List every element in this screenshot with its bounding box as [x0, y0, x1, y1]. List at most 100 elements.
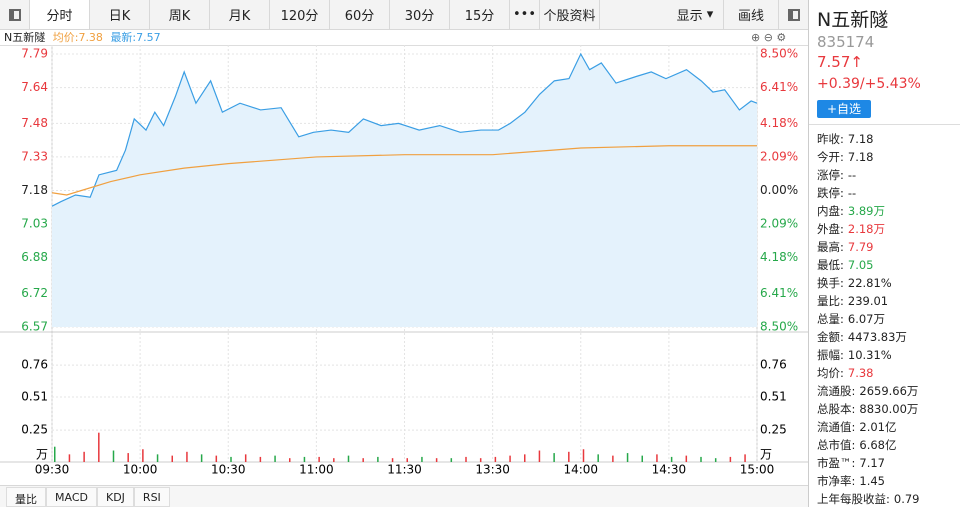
stat-value: 2.18万: [847, 222, 885, 236]
volume-bar: [362, 458, 364, 462]
stat-row: 最低: 7.05: [817, 257, 873, 273]
y-tick-label: 6.72: [21, 286, 48, 300]
stat-label: 市净率:: [817, 474, 856, 488]
stat-row: 内盘: 3.89万: [817, 203, 885, 219]
tab[interactable]: 120分: [270, 0, 330, 29]
volume-bar: [435, 458, 438, 462]
volume-bar: [494, 456, 497, 462]
stock-name: N五新隧: [4, 31, 46, 44]
price-area: [52, 54, 757, 327]
y-tick-label: 7.79: [21, 47, 48, 61]
stat-label: 流通股:: [817, 384, 856, 398]
vol-unit: 万: [36, 448, 48, 462]
stat-label: 量比:: [817, 294, 844, 308]
volume-bar: [127, 453, 129, 462]
stat-row: 最高: 7.79: [817, 239, 873, 255]
volume-bar: [377, 456, 379, 462]
y-tick-label: 7.03: [21, 217, 48, 231]
volume-bar: [509, 455, 511, 462]
volume-bar: [626, 453, 629, 462]
add-watchlist[interactable]: +自选: [817, 100, 871, 118]
volume-bar: [112, 450, 115, 462]
draw-button[interactable]: 画线: [724, 0, 779, 29]
sidebar-toggle[interactable]: [0, 0, 30, 29]
volume-bar: [670, 456, 673, 462]
tab[interactable]: 日K: [90, 0, 150, 29]
indicator-tab[interactable]: MACD: [46, 487, 97, 507]
y-tick-label: 7.18: [21, 183, 48, 197]
volume-bar: [406, 458, 408, 462]
volume-bar: [215, 455, 218, 462]
volume-bar: [685, 455, 688, 462]
stat-row: 总量: 6.07万: [817, 311, 885, 327]
tab[interactable]: 60分: [330, 0, 390, 29]
y2-tick-label: 2.09%: [760, 149, 798, 163]
tab[interactable]: 周K: [150, 0, 210, 29]
stat-row: 跌停: --: [817, 185, 856, 201]
panel-toggle[interactable]: [779, 0, 808, 29]
volume-bar: [318, 456, 320, 462]
y2-tick-label: 6.41%: [760, 286, 798, 300]
stat-label: 振幅:: [817, 348, 844, 362]
stat-label: 流通值:: [817, 420, 856, 434]
stat-value: 0.79: [893, 492, 920, 506]
indicator-tabs: 量比 MACD KDJ RSI: [0, 485, 808, 507]
stat-value: 239.01: [847, 294, 889, 308]
y2-tick-label: 8.50%: [760, 47, 798, 61]
stat-value: 4473.83万: [847, 330, 907, 344]
stat-row: 总市值: 6.68亿: [817, 437, 896, 453]
volume-bar: [465, 456, 467, 462]
stat-label: 总市值:: [817, 438, 856, 452]
tab[interactable]: 30分: [390, 0, 450, 29]
stat-row: 外盘: 2.18万: [817, 221, 885, 237]
tab[interactable]: 个股资料: [540, 0, 600, 29]
stat-row: 均价: 7.38: [817, 365, 873, 381]
tab[interactable]: 15分: [450, 0, 510, 29]
price-line: [51, 52, 758, 207]
tab[interactable]: 月K: [210, 0, 270, 29]
x-tick-label: 11:00: [299, 463, 334, 477]
volume-bar: [186, 451, 188, 462]
vol-unit: 万: [760, 448, 772, 462]
display-menu[interactable]: 显示 ▾: [667, 0, 724, 29]
quote-panel: N五新隧 835174 7.57↑ +0.39/+5.43% +自选 昨收: 7.…: [808, 0, 960, 507]
stat-label: 跌停:: [817, 186, 844, 200]
y-tick-label: 6.57: [21, 320, 48, 334]
volume-bar: [479, 458, 482, 462]
quote-code: 835174: [817, 33, 875, 51]
vol-tick-label: 0.25: [21, 423, 48, 437]
stat-value: 3.89万: [847, 204, 885, 218]
volume-bar: [421, 456, 423, 462]
volume-bar: [244, 454, 247, 462]
indicator-tab[interactable]: 量比: [6, 487, 46, 507]
stat-label: 总量:: [817, 312, 844, 326]
tab[interactable]: •••: [510, 0, 540, 29]
volume-bar: [54, 446, 56, 462]
indicator-tab[interactable]: RSI: [133, 487, 170, 507]
tab[interactable]: 分时: [30, 0, 90, 29]
stat-value: 7.38: [847, 366, 874, 380]
volume-bar: [729, 456, 732, 462]
y-tick-label: 6.88: [21, 250, 48, 264]
x-tick-label: 09:30: [35, 463, 70, 477]
stat-value: 1.45: [859, 474, 885, 488]
volume-bar: [98, 432, 100, 462]
volume-bar: [274, 455, 276, 462]
stat-row: 市净率: 1.45: [817, 473, 885, 489]
stat-value: --: [847, 186, 857, 200]
volume-bar: [230, 456, 232, 462]
volume-bar: [538, 450, 541, 462]
zoom-controls[interactable]: ⊕ ⊖ ⚙: [751, 31, 787, 44]
volume-bar: [568, 451, 570, 462]
stat-row: 量比: 239.01: [817, 293, 888, 309]
tabs: 分时 日K 周K 月K 120分 60分 30分 15分 ••• 个股资料: [30, 0, 600, 29]
toolbar: 分时 日K 周K 月K 120分 60分 30分 15分 ••• 个股资料 显示 ▾ 画线: [0, 0, 808, 30]
volume-bar: [597, 454, 599, 462]
indicator-tab[interactable]: KDJ: [96, 487, 134, 507]
stat-label: 市盈™:: [817, 456, 856, 470]
vol-tick-label: 0.51: [760, 390, 787, 404]
volume-bar: [700, 456, 702, 462]
y2-tick-label: 0.00%: [760, 183, 798, 197]
stat-row: 今开: 7.18: [817, 149, 873, 165]
